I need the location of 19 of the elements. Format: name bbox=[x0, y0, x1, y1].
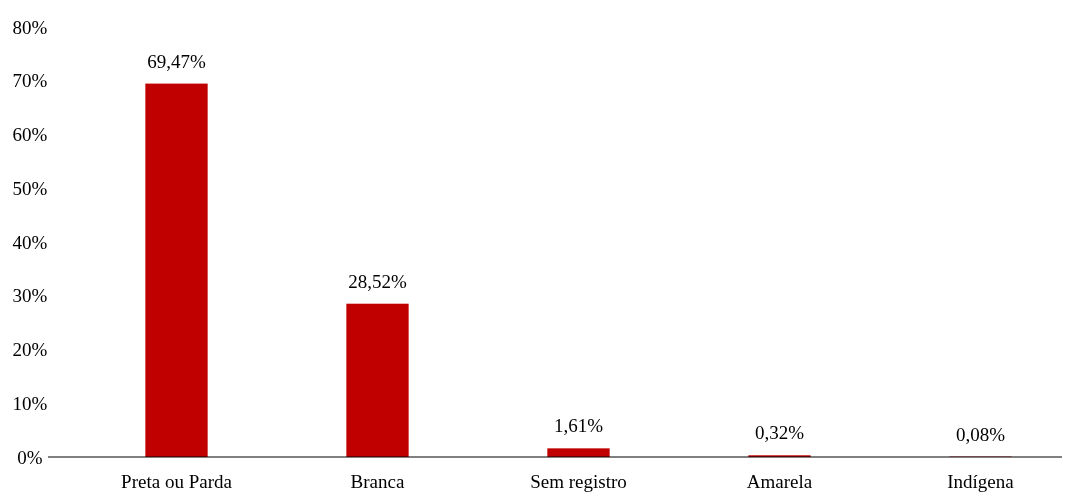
y-tick-label: 30% bbox=[12, 285, 48, 307]
x-tick-label: Indígena bbox=[947, 471, 1015, 492]
x-tick-label: Amarela bbox=[746, 471, 813, 492]
data-label: 0,08% bbox=[955, 423, 1006, 445]
y-tick-label: 10% bbox=[12, 392, 48, 414]
x-tick-label: Sem registro bbox=[530, 471, 627, 492]
y-tick-label: 50% bbox=[12, 177, 48, 199]
y-tick-label: 60% bbox=[12, 124, 48, 146]
data-label: 0,32% bbox=[754, 422, 805, 444]
data-label: 1,61% bbox=[553, 415, 604, 437]
y-tick-label: 80% bbox=[12, 16, 48, 38]
data-label: 69,47% bbox=[147, 50, 206, 72]
y-tick-label: 20% bbox=[12, 339, 48, 361]
data-label: 28,52% bbox=[348, 270, 407, 292]
y-tick-label: 70% bbox=[12, 70, 48, 92]
y-tick-label: 0% bbox=[17, 446, 43, 468]
x-tick-label: Preta ou Parda bbox=[121, 471, 233, 492]
x-tick-label: Branca bbox=[350, 471, 405, 492]
y-tick-label: 40% bbox=[12, 231, 48, 253]
